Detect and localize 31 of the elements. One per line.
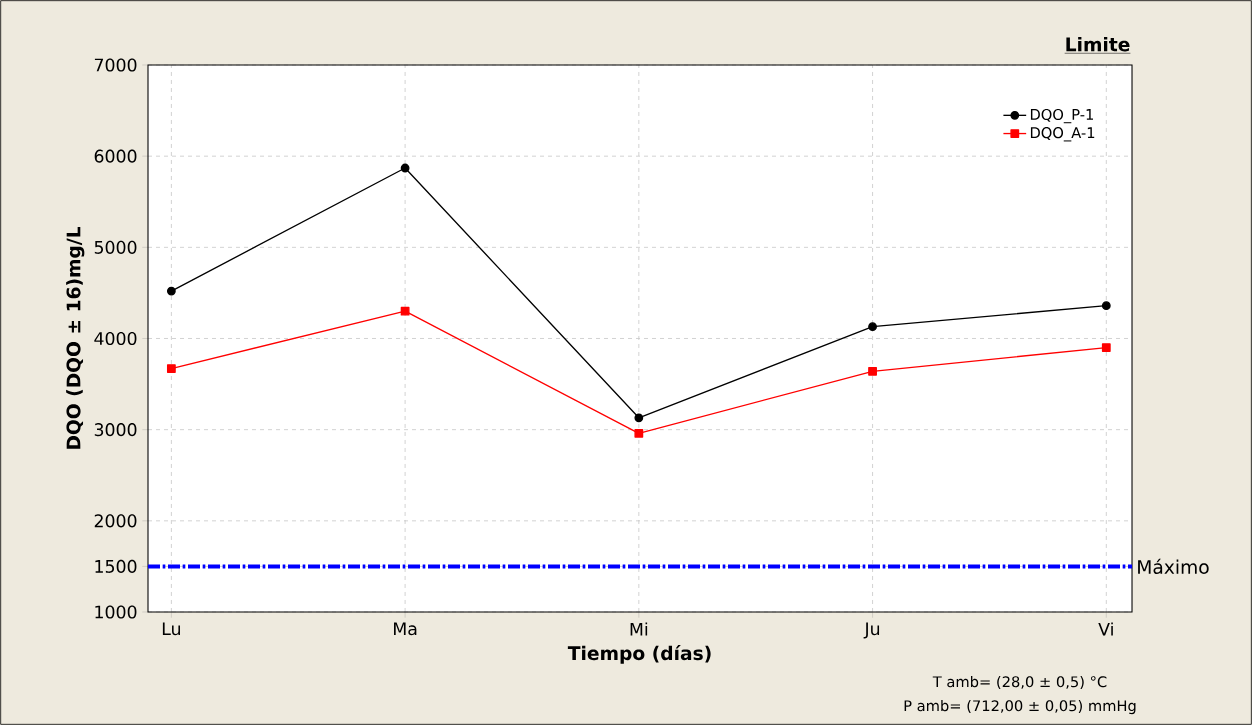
point (868, 322, 877, 332)
y-tick-label: 5000 (94, 240, 137, 254)
x-tick-label: Vi (1098, 622, 1113, 636)
ref-line-label: Máximo (1138, 558, 1209, 575)
point (1101, 301, 1111, 311)
legend-label: DQO_A-1 (1030, 127, 1095, 142)
y-tick-label: 7000 (94, 58, 137, 72)
point (400, 306, 410, 316)
y-tick-label: 2000 (94, 514, 137, 528)
point (634, 428, 644, 438)
x-axis-title: Tiempo (días) (567, 644, 711, 664)
text: T amb= (28,0 ± 0,5) °C (932, 675, 1107, 689)
text: Limite (1066, 36, 1130, 52)
y-axis-title: DQO (DQO ± 16)mg/L (66, 226, 85, 449)
point (400, 163, 410, 173)
point (634, 413, 644, 423)
point (1101, 343, 1111, 353)
legend-label: DQO_P-1 (1030, 108, 1094, 124)
x-tick-label: Ma (394, 622, 417, 636)
y-tick-label: 1000 (95, 605, 137, 619)
point (166, 364, 176, 373)
text: P amb= (712,00 ± 0,05) mmHg (904, 699, 1136, 715)
y-tick-label: 4000 (94, 331, 137, 346)
x-tick-label: Ju (863, 622, 880, 639)
y-tick-label: 3000 (94, 423, 137, 437)
point (166, 286, 176, 296)
x-tick-label: Lu (162, 622, 180, 636)
point (868, 366, 877, 376)
x-tick-label: Mi (630, 622, 648, 636)
y-tick-label: 1500 (95, 559, 137, 573)
y-tick-label: 6000 (94, 149, 137, 163)
